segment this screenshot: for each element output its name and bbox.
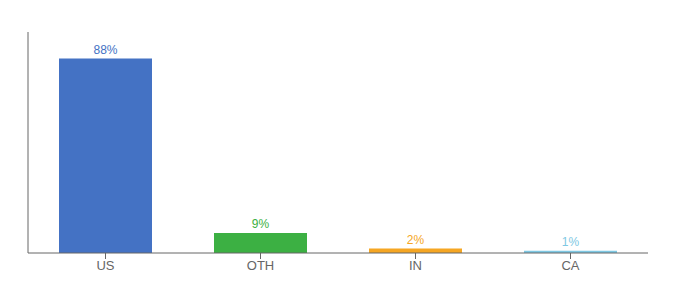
svg-text:US: US	[96, 258, 114, 273]
svg-text:CA: CA	[561, 258, 579, 273]
svg-text:IN: IN	[409, 258, 422, 273]
svg-text:2%: 2%	[407, 233, 425, 247]
svg-text:9%: 9%	[252, 217, 270, 231]
svg-text:OTH: OTH	[247, 258, 274, 273]
svg-text:1%: 1%	[562, 235, 580, 249]
svg-text:88%: 88%	[93, 43, 117, 57]
